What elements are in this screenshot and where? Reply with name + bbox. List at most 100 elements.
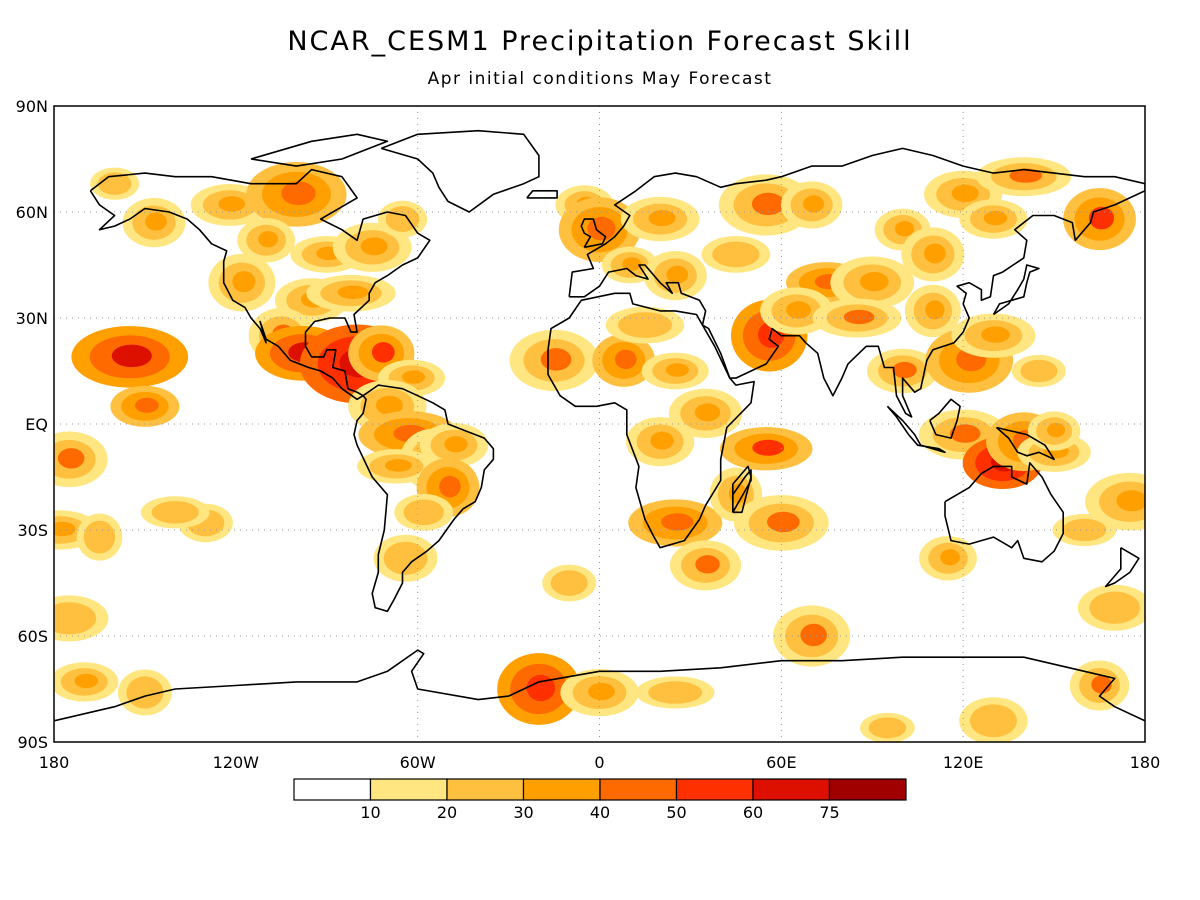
- skill-core: [396, 548, 419, 566]
- lon-tick-label: 60W: [400, 753, 436, 772]
- coastline-madagascar: [732, 465, 752, 514]
- skill-core: [439, 475, 461, 498]
- coastline-antarctica: [54, 649, 1145, 722]
- coastline-nz: [1104, 547, 1140, 588]
- coastline-borneo: [929, 398, 961, 439]
- skill-core: [588, 682, 615, 701]
- legend-label: 75: [819, 803, 839, 822]
- coastline-greenland: [381, 129, 540, 213]
- skill-core: [111, 344, 152, 368]
- lat-tick-label: 30N: [16, 309, 48, 328]
- legend-swatch: [675, 778, 754, 801]
- lat-tick-label: EQ: [25, 415, 48, 434]
- skill-core: [981, 326, 1010, 343]
- legend-label: 60: [743, 803, 763, 822]
- lon-tick-label: 60E: [766, 753, 796, 772]
- skill-core: [665, 363, 689, 377]
- skill-core: [983, 711, 1008, 729]
- skill-core: [135, 397, 159, 413]
- legend-swatch: [752, 778, 831, 801]
- coastline-sumatra-java: [886, 405, 946, 454]
- skill-core: [415, 504, 436, 519]
- skill-core: [337, 285, 369, 299]
- skill-core: [218, 196, 246, 212]
- skill-core: [752, 439, 785, 456]
- lon-tick-label: 180: [39, 753, 70, 772]
- coastline-north-america: [89, 168, 431, 401]
- skill-core: [1104, 598, 1130, 616]
- lon-tick-label: 180: [1130, 753, 1161, 772]
- legend-label: 30: [513, 803, 533, 822]
- coastline-south-america: [353, 384, 495, 613]
- skill-core: [940, 549, 960, 566]
- skill-core: [587, 216, 616, 241]
- coastline-australia: [944, 462, 1064, 563]
- skill-core: [1031, 364, 1051, 376]
- skill-core: [843, 309, 875, 325]
- skill-core: [1089, 206, 1115, 230]
- legend-label: 40: [590, 803, 610, 822]
- skill-core: [402, 370, 426, 384]
- skill-core: [360, 237, 388, 256]
- skill-core: [165, 505, 190, 518]
- skill-core: [925, 300, 945, 320]
- color-legend: 10 20 30 40 50 60 75: [293, 778, 907, 822]
- skill-core: [54, 521, 76, 537]
- skill-core: [859, 272, 889, 292]
- skill-core: [951, 184, 979, 202]
- coastline-new-guinea: [995, 426, 1055, 461]
- skill-core: [803, 195, 825, 213]
- skill-core: [258, 231, 279, 248]
- skill-core: [526, 674, 556, 702]
- lon-tick-label: 120E: [943, 753, 984, 772]
- skill-core: [661, 513, 694, 531]
- skill-core: [726, 246, 750, 261]
- skill-core: [137, 683, 157, 700]
- graticule: [54, 106, 1145, 742]
- legend-label: 50: [666, 803, 686, 822]
- map-frame: [53, 105, 1146, 743]
- skill-core: [785, 301, 811, 319]
- legend-label: 10: [360, 803, 380, 822]
- coastline-africa: [547, 292, 755, 549]
- lat-tick-label: 90S: [17, 733, 48, 752]
- skill-core: [622, 257, 642, 271]
- skill-core: [444, 436, 468, 453]
- skill-core: [663, 685, 691, 698]
- legend-swatch: [828, 778, 907, 801]
- skill-core: [894, 220, 915, 237]
- lon-tick-label: 0: [594, 753, 604, 772]
- map-title: NCAR_CESM1 Precipitation Forecast Skill: [287, 26, 913, 57]
- skill-core: [666, 265, 689, 284]
- skill-core: [949, 424, 981, 443]
- coastlines: [54, 129, 1145, 722]
- skill-shading-layer: [54, 157, 1145, 742]
- skill-core: [650, 431, 674, 450]
- skill-core: [648, 209, 676, 227]
- coastline-iceland: [526, 190, 558, 199]
- skill-core: [281, 181, 316, 206]
- skill-core: [1075, 523, 1098, 535]
- legend-swatch: [446, 778, 525, 801]
- skill-core: [74, 673, 99, 689]
- lat-tick-label: 60S: [17, 627, 48, 646]
- legend-label: 20: [437, 803, 457, 822]
- lat-tick-label: 60N: [16, 203, 48, 222]
- skill-core: [924, 243, 946, 264]
- coastline-arctic-islands: [250, 133, 389, 167]
- legend-swatch: [522, 778, 601, 801]
- skill-core: [540, 348, 572, 371]
- skill-core: [375, 395, 403, 415]
- skill-core: [57, 608, 85, 626]
- skill-core: [892, 361, 917, 379]
- skill-core: [57, 448, 85, 469]
- skill-core: [633, 317, 661, 331]
- longitude-labels: 180 120W 60W 0 60E 120E 180: [39, 753, 1161, 772]
- map-subtitle: Apr initial conditions May Forecast: [427, 69, 773, 89]
- skill-core: [1116, 490, 1145, 512]
- lat-tick-label: 90N: [16, 97, 48, 116]
- skill-core: [371, 342, 395, 363]
- skill-core: [1091, 675, 1112, 694]
- skill-core: [694, 403, 721, 422]
